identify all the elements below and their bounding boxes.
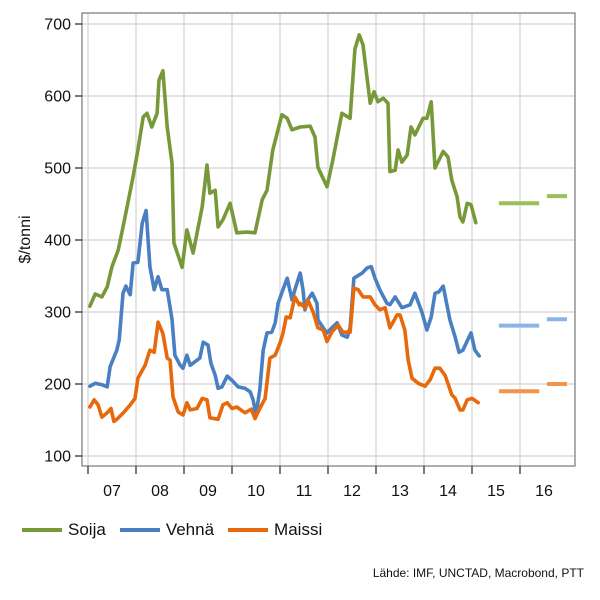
x-tick-label: 12 — [343, 483, 361, 500]
x-tick-label: 16 — [535, 483, 553, 500]
source-note: Lähde: IMF, UNCTAD, Macrobond, PTT — [372, 566, 584, 580]
legend-item-maissi: Maissi — [228, 520, 322, 540]
legend: Soija Vehnä Maissi — [22, 520, 336, 540]
x-tick-label: 07 — [103, 483, 121, 500]
x-tick-label: 14 — [439, 483, 457, 500]
y-tick-label: 300 — [44, 305, 71, 322]
series-line-soija — [88, 33, 478, 308]
legend-item-vehna: Vehnä — [119, 520, 215, 540]
y-tick-label: 200 — [44, 377, 71, 394]
legend-label-soija: Soija — [68, 520, 106, 539]
legend-item-soija: Soija — [22, 520, 106, 540]
legend-swatch-maissi — [228, 528, 269, 532]
x-tick-label: 11 — [296, 483, 313, 500]
y-tick-label: 600 — [44, 89, 71, 106]
x-tick-label: 13 — [391, 483, 409, 500]
series-line-maissi — [88, 286, 480, 424]
x-tick-label: 10 — [247, 483, 265, 500]
legend-label-vehna: Vehnä — [165, 520, 215, 539]
y-tick-label: 400 — [44, 233, 71, 250]
y-tick-label: 700 — [44, 17, 71, 34]
x-tick-label: 15 — [487, 483, 505, 500]
legend-swatch-vehna — [119, 528, 160, 532]
y-tick-label: 500 — [44, 161, 71, 178]
y-axis-label: $/tonni — [17, 215, 34, 263]
series-line-vehna — [88, 208, 481, 417]
legend-swatch-soija — [22, 528, 62, 532]
legend-label-maissi: Maissi — [274, 520, 323, 539]
x-tick-label: 09 — [199, 483, 217, 500]
y-tick-label: 100 — [44, 449, 71, 466]
x-tick-label: 08 — [151, 483, 169, 500]
